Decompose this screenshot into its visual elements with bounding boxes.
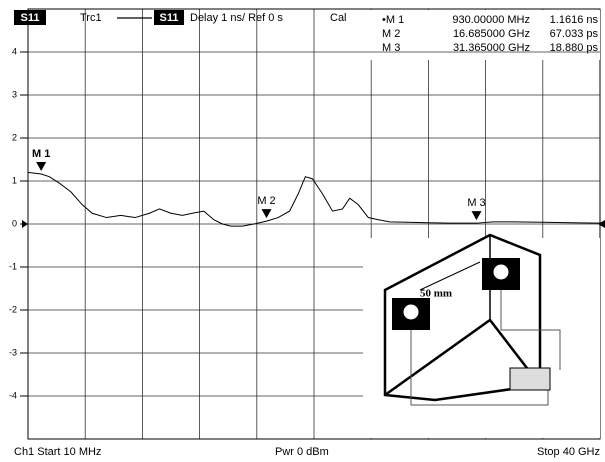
marker-triangle bbox=[471, 211, 482, 221]
y-tick-label: -3 bbox=[9, 347, 17, 357]
trace-label: Trc1 bbox=[80, 12, 102, 24]
marker-frequency: 31.365000 GHz bbox=[453, 42, 530, 54]
trace-line bbox=[27, 171, 601, 227]
marker-label: M 3 bbox=[467, 197, 485, 209]
marker-value: 67.033 ps bbox=[550, 28, 599, 40]
cable-right bbox=[500, 290, 561, 370]
marker-table: •M 1 930.00000 MHz 1.1616 ns M 2 16.685000 G… bbox=[382, 14, 598, 54]
trace-box bbox=[154, 10, 184, 25]
marker-label: M 2 bbox=[257, 195, 275, 207]
y-tick-label: 1 bbox=[12, 175, 17, 185]
channel-label: S11 bbox=[21, 12, 40, 24]
cal-label: Cal bbox=[330, 12, 347, 24]
marker-triangle bbox=[36, 162, 47, 172]
marker-name: •M 1 bbox=[382, 14, 404, 26]
y-tick-label: -1 bbox=[9, 261, 17, 271]
cable-left bbox=[410, 330, 549, 406]
trace-box-label: S11 bbox=[160, 12, 179, 24]
marker-triangle bbox=[261, 209, 272, 219]
box-floor bbox=[384, 318, 541, 397]
footer-power: Pwr 0 dBm bbox=[275, 446, 329, 458]
distance-arrow bbox=[419, 261, 481, 291]
marker-value: 18.880 ps bbox=[550, 42, 599, 54]
marker-frequency: 930.00000 MHz bbox=[452, 14, 530, 26]
marker-value: 1.1616 ns bbox=[550, 14, 599, 26]
marker-name: M 3 bbox=[382, 42, 400, 54]
marker-name: M 2 bbox=[382, 28, 400, 40]
y-tick-label: 4 bbox=[12, 46, 17, 56]
marker-frequency: 16.685000 GHz bbox=[453, 28, 530, 40]
marker-label: M 1 bbox=[32, 148, 50, 160]
footer-stop: Stop 40 GHz bbox=[537, 446, 600, 458]
ref-arrow-right bbox=[598, 220, 605, 228]
channel-box bbox=[14, 10, 46, 25]
antenna-right-element bbox=[492, 263, 510, 281]
y-tick-label: 3 bbox=[12, 89, 17, 99]
y-tick-label: -2 bbox=[9, 304, 17, 314]
inset-diagram: 50 mm bbox=[363, 233, 600, 438]
vna-instrument bbox=[509, 367, 551, 391]
inset-bg bbox=[363, 238, 600, 438]
y-tick-label: 2 bbox=[12, 132, 17, 142]
distance-label: 50 mm bbox=[420, 288, 452, 300]
antenna-left-element bbox=[402, 303, 420, 321]
y-tick-label: -4 bbox=[9, 390, 17, 400]
y-tick-label: 0 bbox=[12, 218, 17, 228]
format-label: Delay 1 ns/ Ref 0 s bbox=[190, 12, 283, 24]
ref-arrow-left bbox=[22, 220, 28, 228]
footer-start: Ch1 Start 10 MHz bbox=[14, 446, 101, 458]
